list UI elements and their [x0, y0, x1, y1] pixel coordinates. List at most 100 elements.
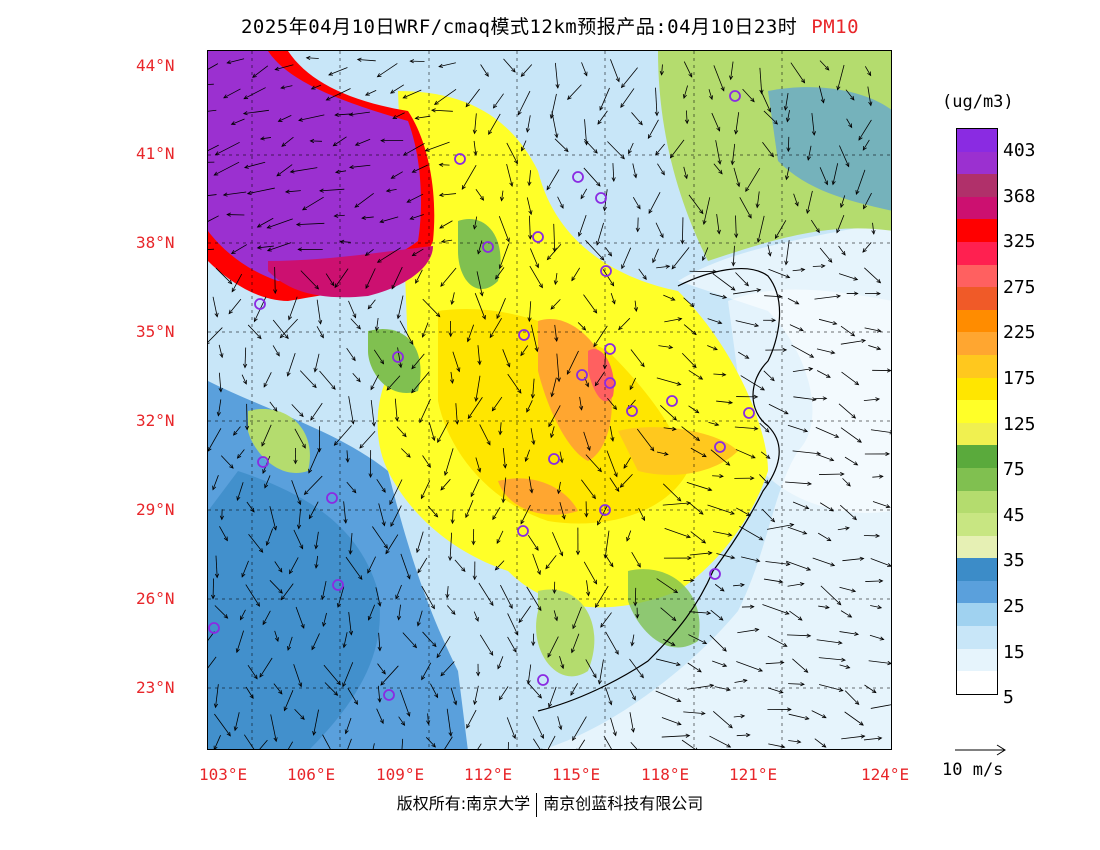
wind-arrow [760, 451, 771, 459]
wind-arrowhead [800, 682, 805, 687]
wind-arrowhead [550, 305, 555, 310]
wind-arrowhead [278, 567, 283, 573]
wind-arrowhead [409, 59, 415, 64]
wind-arrow [501, 190, 504, 201]
wind-arrow [610, 717, 617, 736]
wind-arrow [492, 396, 503, 411]
wind-arrowhead [211, 594, 216, 600]
wind-arrow [507, 613, 519, 636]
wind-arrowhead [219, 353, 224, 359]
wind-arrowhead [760, 386, 765, 391]
wind-arrowhead [472, 575, 477, 581]
wind-arrow [477, 345, 481, 365]
wind-arrow [350, 318, 361, 330]
wind-arrow [530, 324, 538, 352]
wind-arrowhead [318, 319, 323, 325]
wind-arrowhead [803, 668, 809, 673]
wind-arrowhead [654, 111, 659, 117]
wind-arrowhead [585, 382, 590, 388]
wind-arrow [583, 294, 598, 314]
wind-arrow [707, 504, 735, 515]
wind-arrow [410, 214, 424, 220]
wind-arrow [762, 142, 774, 157]
wind-arrowhead [352, 313, 357, 319]
wind-arrowhead [236, 496, 241, 501]
wind-arrow [660, 405, 677, 421]
wind-arrow [600, 612, 612, 628]
wind-arrowhead [827, 258, 833, 263]
wind-arrow [712, 531, 732, 536]
wind-arrowhead [836, 294, 842, 299]
wind-arrow [792, 368, 813, 372]
wind-arrow [378, 503, 385, 526]
wind-arrow [596, 222, 604, 246]
wind-arrow [731, 143, 736, 165]
wind-arrow [580, 188, 588, 199]
wind-arrowhead [806, 209, 811, 215]
wind-arrowhead [592, 673, 597, 679]
wind-arrowhead [477, 249, 482, 255]
wind-arrow [759, 474, 769, 484]
wind-arrowhead [725, 461, 731, 466]
wind-arrow [607, 141, 625, 160]
lon-label-103: 103°E [199, 765, 248, 784]
wind-arrow [496, 298, 506, 319]
wind-arrowhead [770, 517, 776, 523]
wind-arrowhead [707, 551, 713, 556]
wind-arrow [526, 115, 531, 132]
wind-arrowhead [233, 431, 238, 436]
wind-arrow [583, 431, 591, 451]
wind-arrow [231, 118, 245, 125]
wind-arrow [816, 639, 842, 644]
wind-arrow [477, 240, 483, 254]
wind-arrowhead [261, 441, 266, 447]
wind-arrow [767, 244, 771, 256]
wind-arrowhead [472, 224, 478, 230]
wind-arrow [517, 90, 531, 115]
wind-arrowhead [652, 258, 657, 264]
wind-arrowhead [885, 451, 890, 457]
wind-arrow [819, 247, 833, 263]
wind-arrow [787, 526, 807, 535]
wind-arrowhead [488, 130, 493, 135]
wind-arrow [735, 449, 756, 459]
wind-arrow [581, 62, 588, 76]
lon-label-106: 106°E [287, 765, 336, 784]
wind-arrow [846, 118, 853, 128]
wind-arrow [708, 89, 713, 100]
wind-arrowhead [730, 160, 735, 166]
wind-arrow [241, 560, 249, 578]
wind-arrow [605, 247, 612, 257]
wind-arrowhead [591, 494, 596, 500]
wind-arrow [467, 397, 483, 419]
wind-arrow [293, 529, 304, 549]
wind-arrowhead [440, 239, 446, 244]
wind-arrowhead [298, 682, 303, 688]
wind-arrow [593, 325, 608, 347]
wind-arrowhead [406, 198, 412, 203]
legend-swatch [957, 513, 997, 536]
wind-arrowhead [395, 594, 400, 600]
wind-arrow [557, 716, 562, 730]
wind-arrow [415, 269, 423, 284]
wind-arrow [346, 481, 357, 493]
wind-arrowhead [659, 70, 664, 76]
wind-arrowhead [484, 72, 489, 78]
wind-arrowhead [255, 602, 260, 607]
wind-arrow [380, 216, 399, 223]
wind-arrowhead [259, 673, 264, 678]
wind-arrowhead [830, 562, 836, 567]
wind-arrow [688, 405, 699, 414]
wind-arrowhead [390, 522, 395, 528]
wind-arrowhead [699, 209, 704, 215]
wind-arrow [390, 84, 405, 94]
legend-swatch [957, 151, 997, 175]
legend-swatch [957, 535, 997, 559]
wind-arrow [498, 215, 510, 242]
wind-arrow [631, 112, 643, 125]
wind-arrow [480, 64, 489, 77]
wind-arrowhead [680, 239, 685, 245]
wind-arrow [352, 373, 361, 382]
wind-arrow [793, 396, 816, 401]
wind-arrow [348, 396, 354, 424]
